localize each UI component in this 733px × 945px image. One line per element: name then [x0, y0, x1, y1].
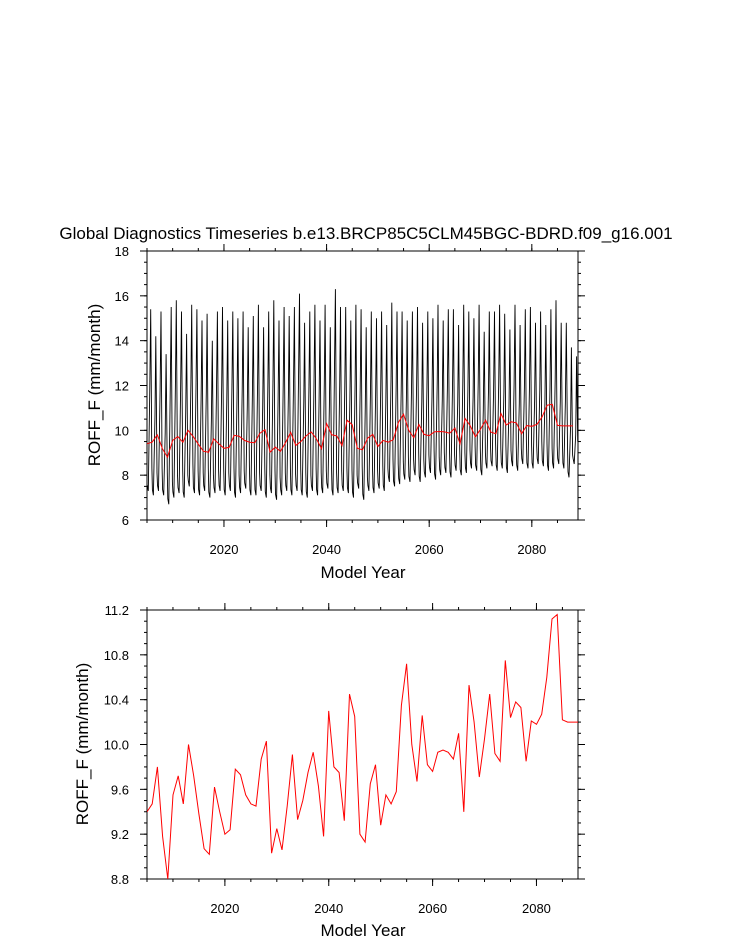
- x-axis-title: Model Year: [320, 921, 405, 940]
- y-tick-label: 16: [115, 289, 129, 304]
- x-tick-label: 2040: [314, 901, 343, 916]
- x-tick-label: 2080: [522, 901, 551, 916]
- y-tick-label: 8.8: [111, 872, 129, 887]
- x-tick-label: 2020: [210, 542, 239, 557]
- x-tick-label: 2060: [415, 542, 444, 557]
- y-tick-label: 10.0: [104, 738, 129, 753]
- y-axis-title: ROFF_F (mm/month): [73, 663, 92, 825]
- x-axis-title: Model Year: [320, 563, 405, 582]
- x-tick-label: 2080: [517, 542, 546, 557]
- y-tick-label: 18: [115, 244, 129, 259]
- y-tick-label: 10: [115, 423, 129, 438]
- x-tick-label: 2060: [418, 901, 447, 916]
- y-tick-label: 11.2: [105, 603, 129, 618]
- y-tick-label: 10.8: [104, 648, 129, 663]
- y-axis-title: ROFF_F (mm/month): [85, 304, 104, 466]
- y-tick-label: 14: [115, 334, 129, 349]
- bottom-chart: Model Year ROFF_F (mm/month) 2020 2040 206…: [73, 603, 585, 940]
- y-tick-label: 10.4: [104, 693, 129, 708]
- monthly-series-line: [147, 289, 577, 504]
- y-tick-label: 6: [122, 513, 129, 528]
- y-tick-label: 9.2: [111, 827, 129, 842]
- x-tick-label: 2020: [210, 901, 239, 916]
- x-tick-label: 2040: [312, 542, 341, 557]
- chart-title: Global Diagnostics Timeseries b.e13.BRCP…: [59, 224, 672, 243]
- y-tick-label: 12: [115, 379, 129, 394]
- chart-canvas: Global Diagnostics Timeseries b.e13.BRCP…: [0, 0, 733, 945]
- y-tick-label: 8: [122, 468, 129, 483]
- y-tick-label: 9.6: [111, 782, 129, 797]
- top-chart: Global Diagnostics Timeseries b.e13.BRCP…: [59, 224, 672, 582]
- annual-mean-series-line: [147, 615, 578, 880]
